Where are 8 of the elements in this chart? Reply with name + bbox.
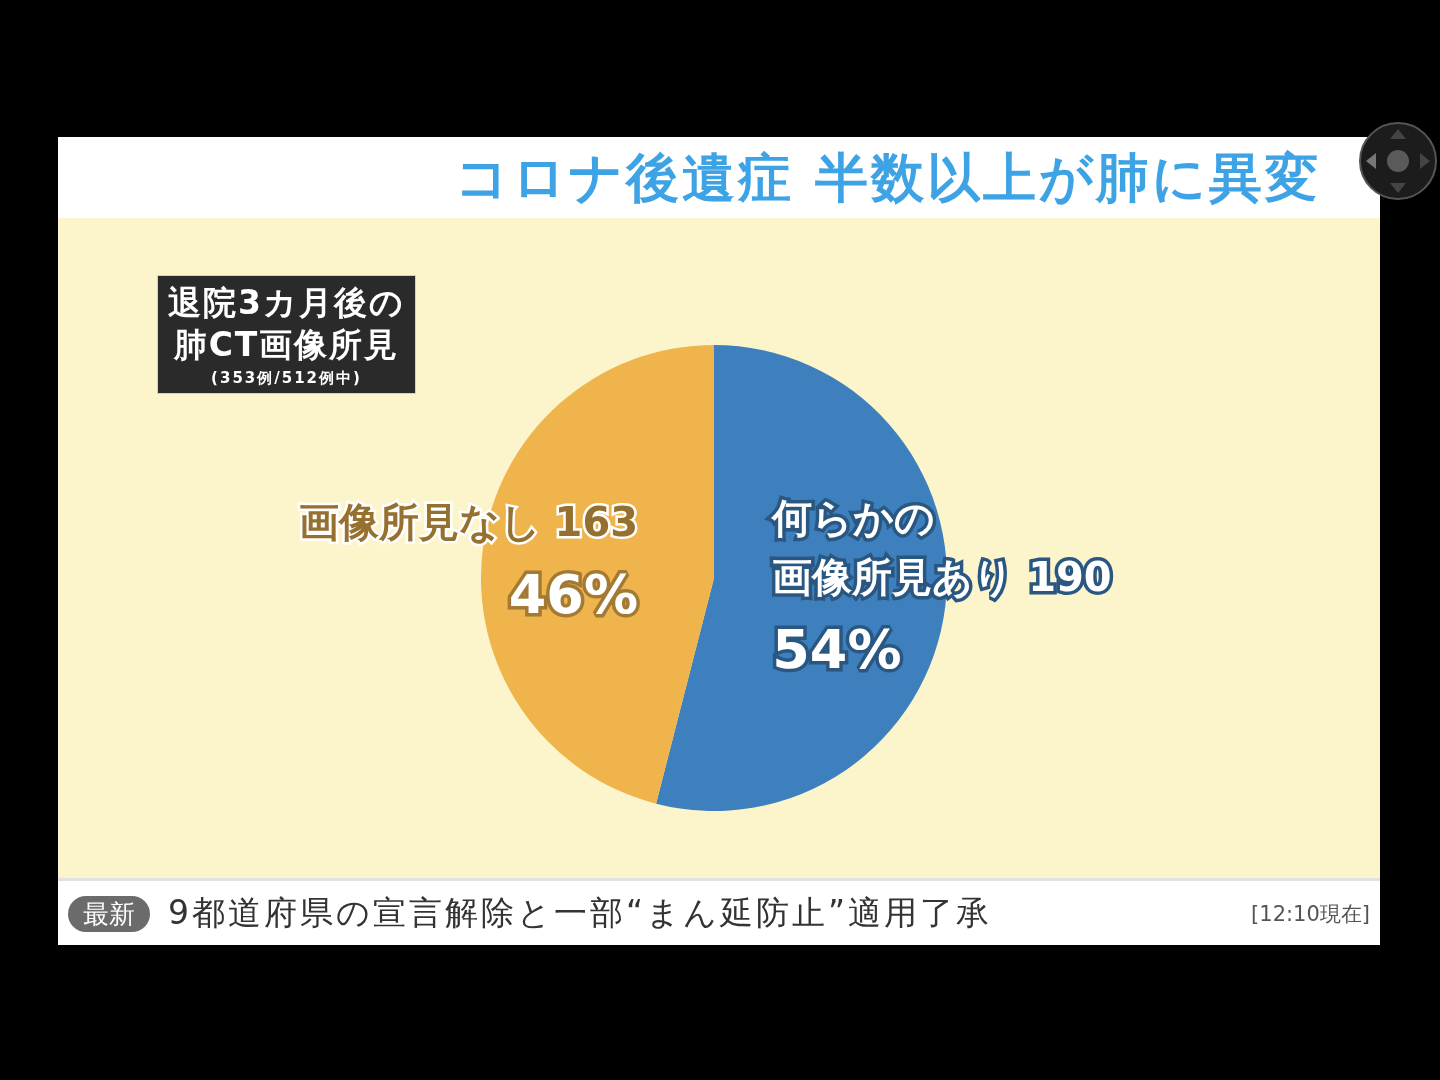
data-label: 54% xyxy=(772,618,902,682)
text: (353例/512例中) xyxy=(210,368,363,388)
text: [12:10現在] xyxy=(1251,901,1370,928)
chart-title: コロナ後遺症 半数以上が肺に異変 xyxy=(455,146,1322,210)
text: 9都道府県の宣言解除と一部“まん延防止”適用了承 xyxy=(168,892,993,934)
text: 最新 xyxy=(68,896,150,932)
chart-subtitle: 退院3カ月後の肺CT画像所見 xyxy=(167,282,406,366)
data-label: 46% xyxy=(508,563,639,627)
